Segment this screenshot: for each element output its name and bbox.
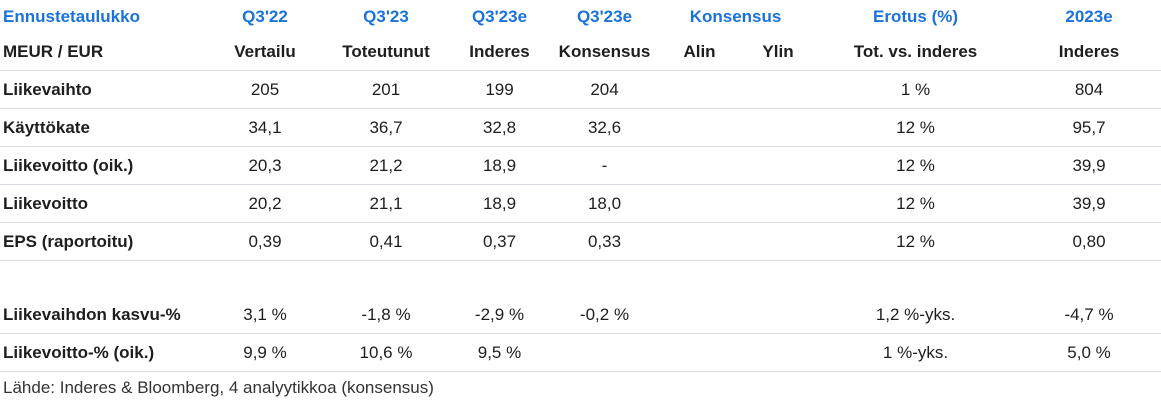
- table-title: Ennustetaulukko: [3, 7, 140, 26]
- cell-konsensus: 18,0: [552, 184, 657, 223]
- cell-erotus: 1 %-yks.: [814, 333, 1018, 372]
- cell-q322: 3,1 %: [205, 296, 325, 334]
- subheader-vertailu: Vertailu: [205, 34, 325, 71]
- cell-q323: 36,7: [325, 108, 447, 147]
- table-row: Liikevoitto (oik.) 20,3 21,2 18,9 - 12 %…: [0, 146, 1161, 185]
- cell-ylin: [742, 222, 815, 261]
- cell-q323: 201: [325, 70, 447, 109]
- row-label: Liikevaihto: [0, 70, 205, 109]
- cell-alin: [657, 184, 742, 223]
- cell-q323: -1,8 %: [325, 296, 447, 334]
- header-q322: Q3'22: [242, 7, 288, 26]
- table-row: Käyttökate 34,1 36,7 32,8 32,6 12 % 95,7: [0, 108, 1161, 147]
- cell-alin: [657, 222, 742, 261]
- header-q323e-konsensus: Q3'23e: [576, 7, 633, 26]
- subheader-tot-vs-inderes: Tot. vs. inderes: [814, 34, 1018, 71]
- table-row: Liikevoitto 20,2 21,1 18,9 18,0 12 % 39,…: [0, 184, 1161, 223]
- cell-konsensus: 0,33: [552, 222, 657, 261]
- cell-q322: 9,9 %: [205, 333, 325, 372]
- cell-inderes: -2,9 %: [447, 296, 552, 334]
- source-note: Lähde: Inderes & Bloomberg, 4 analyytikk…: [3, 378, 434, 397]
- cell-ylin: [742, 184, 815, 223]
- row-label: Liikevoitto-% (oik.): [0, 333, 205, 372]
- row-label: Käyttökate: [0, 108, 205, 147]
- header-konsensus: Konsensus: [689, 7, 782, 26]
- cell-q322: 205: [205, 70, 325, 109]
- cell-erotus: 1 %: [814, 70, 1018, 109]
- cell-ylin: [742, 333, 815, 372]
- cell-konsensus: 32,6: [552, 108, 657, 147]
- cell-ylin: [742, 296, 815, 334]
- cell-erotus: 1,2 %-yks.: [814, 296, 1018, 334]
- cell-inderes: 18,9: [447, 146, 552, 185]
- forecast-table: Ennustetaulukko Q3'22 Q3'23 Q3'23e Q3'23…: [0, 0, 1161, 372]
- header-2023e: 2023e: [1065, 7, 1113, 26]
- cell-erotus: 12 %: [814, 108, 1018, 147]
- cell-q323: 21,1: [325, 184, 447, 223]
- cell-q322: 20,2: [205, 184, 325, 223]
- row-label: EPS (raportoitu): [0, 222, 205, 261]
- header-q323e-inderes: Q3'23e: [471, 7, 528, 26]
- cell-2023e: 804: [1017, 70, 1161, 109]
- cell-q322: 34,1: [205, 108, 325, 147]
- table-row: Liikevaihto 205 201 199 204 1 % 804: [0, 70, 1161, 109]
- cell-2023e: 39,9: [1017, 184, 1161, 223]
- cell-inderes: 18,9: [447, 184, 552, 223]
- cell-2023e: 95,7: [1017, 108, 1161, 147]
- subheader-inderes: Inderes: [447, 34, 552, 71]
- cell-inderes: 9,5 %: [447, 333, 552, 372]
- cell-konsensus: 204: [552, 70, 657, 109]
- cell-konsensus: -0,2 %: [552, 296, 657, 334]
- subheader-ylin: Ylin: [742, 34, 815, 71]
- header-row-2: MEUR / EUR Vertailu Toteutunut Inderes K…: [0, 34, 1161, 71]
- cell-ylin: [742, 108, 815, 147]
- subheader-inderes-2023: Inderes: [1017, 34, 1161, 71]
- cell-alin: [657, 108, 742, 147]
- cell-inderes: 199: [447, 70, 552, 109]
- header-q323: Q3'23: [363, 7, 409, 26]
- table-row: EPS (raportoitu) 0,39 0,41 0,37 0,33 12 …: [0, 222, 1161, 261]
- cell-2023e: -4,7 %: [1017, 296, 1161, 334]
- cell-alin: [657, 70, 742, 109]
- subheader-alin: Alin: [657, 34, 742, 71]
- row-label: Liikevoitto: [0, 184, 205, 223]
- cell-konsensus: -: [552, 146, 657, 185]
- cell-konsensus: [552, 333, 657, 372]
- header-row-1: Ennustetaulukko Q3'22 Q3'23 Q3'23e Q3'23…: [0, 0, 1161, 34]
- cell-ylin: [742, 70, 815, 109]
- header-erotus: Erotus (%): [873, 7, 959, 26]
- cell-inderes: 0,37: [447, 222, 552, 261]
- table-row: Liikevaihdon kasvu-% 3,1 % -1,8 % -2,9 %…: [0, 296, 1161, 334]
- cell-ylin: [742, 146, 815, 185]
- cell-q323: 21,2: [325, 146, 447, 185]
- cell-q323: 10,6 %: [325, 333, 447, 372]
- cell-q322: 0,39: [205, 222, 325, 261]
- cell-erotus: 12 %: [814, 146, 1018, 185]
- cell-erotus: 12 %: [814, 222, 1018, 261]
- row-label: Liikevoitto (oik.): [0, 146, 205, 185]
- cell-q323: 0,41: [325, 222, 447, 261]
- cell-alin: [657, 146, 742, 185]
- cell-alin: [657, 333, 742, 372]
- row-label: Liikevaihdon kasvu-%: [0, 296, 205, 334]
- cell-erotus: 12 %: [814, 184, 1018, 223]
- cell-2023e: 39,9: [1017, 146, 1161, 185]
- spacer-row: [0, 261, 1161, 297]
- subheader-toteutunut: Toteutunut: [325, 34, 447, 71]
- cell-alin: [657, 296, 742, 334]
- cell-2023e: 0,80: [1017, 222, 1161, 261]
- table-row: Liikevoitto-% (oik.) 9,9 % 10,6 % 9,5 % …: [0, 333, 1161, 372]
- cell-inderes: 32,8: [447, 108, 552, 147]
- header-unit: MEUR / EUR: [0, 34, 205, 71]
- cell-q322: 20,3: [205, 146, 325, 185]
- subheader-konsensus: Konsensus: [552, 34, 657, 71]
- cell-2023e: 5,0 %: [1017, 333, 1161, 372]
